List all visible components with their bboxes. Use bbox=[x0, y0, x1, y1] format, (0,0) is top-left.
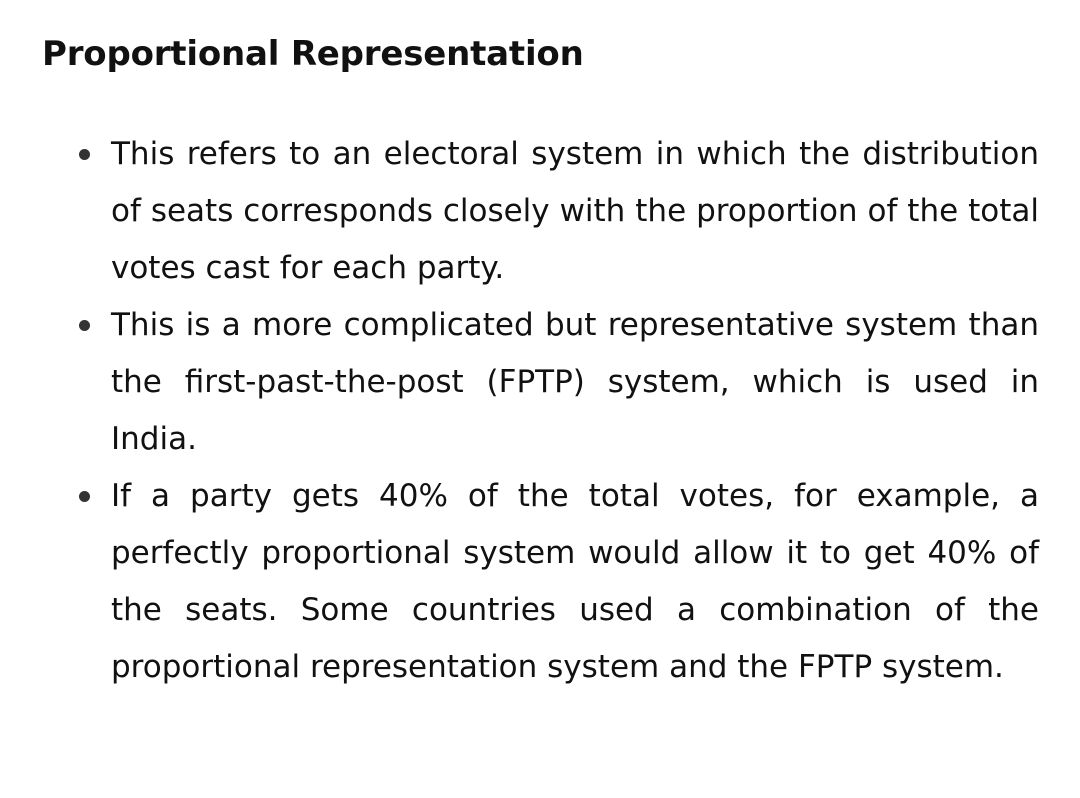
list-item: If a party gets 40% of the total votes, … bbox=[0, 468, 1080, 696]
bullet-text: This is a more complicated but represent… bbox=[111, 307, 1039, 457]
bullet-text: This refers to an electoral system in wh… bbox=[111, 136, 1039, 286]
bullet-icon bbox=[79, 491, 90, 502]
list-item: This is a more complicated but represent… bbox=[0, 297, 1080, 468]
list-item: This refers to an electoral system in wh… bbox=[0, 126, 1080, 297]
bullet-icon bbox=[79, 149, 90, 160]
bullet-icon bbox=[79, 320, 90, 331]
bullet-text: If a party gets 40% of the total votes, … bbox=[111, 478, 1039, 685]
page-title: Proportional Representation bbox=[42, 34, 584, 74]
bullet-list: This refers to an electoral system in wh… bbox=[0, 126, 1080, 696]
